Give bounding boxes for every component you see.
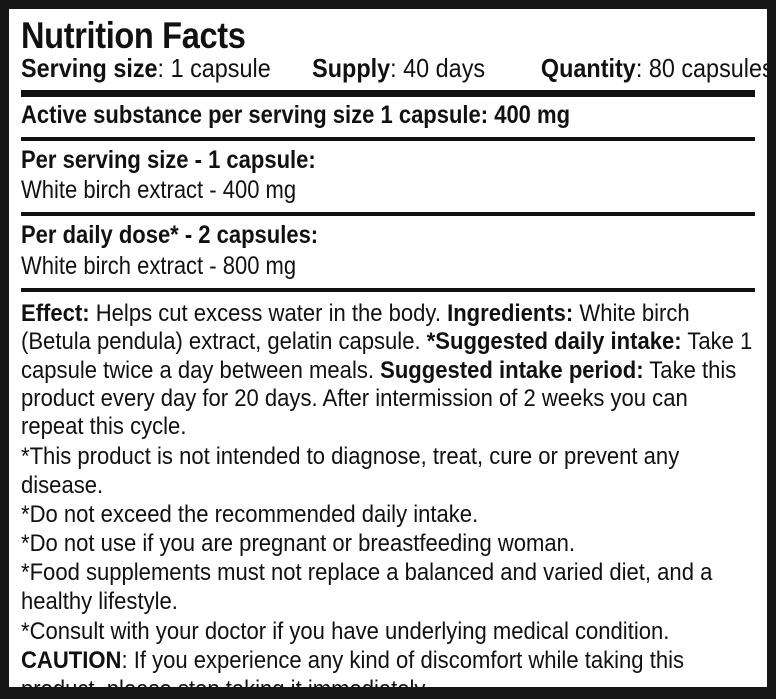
suggested-daily-intake-label: *Suggested daily intake: <box>426 328 682 356</box>
disclaimer-line: *This product is not intended to diagnos… <box>21 442 680 499</box>
header-stats-row: Serving size: 1 capsule Supply: 40 days Qu… <box>21 53 767 86</box>
divider-above-body <box>21 287 755 292</box>
disclaimer-line: *Do not use if you are pregnant or breas… <box>21 530 576 558</box>
ingredients-text: White birch (Betula pendula) extract, ge… <box>21 299 690 356</box>
per-serving-value-row: White birch extract - 400 mg <box>21 175 755 205</box>
per-daily-dose-value-row: White birch extract - 800 mg <box>21 251 755 281</box>
serving-size-label: Serving size <box>21 53 158 83</box>
divider-above-daily-dose <box>21 212 755 217</box>
per-daily-dose-block: Per daily dose* - 2 capsules: White birc… <box>21 220 755 283</box>
divider-under-header <box>21 90 755 97</box>
disclaimer-line: *Food supplements must not replace a bal… <box>21 559 713 616</box>
body-text-section: Effect: Helps cut excess water in the bo… <box>21 296 755 687</box>
per-daily-dose-value: White birch extract - 800 mg <box>21 251 297 280</box>
effect-ingredients-paragraph: Effect: Helps cut excess water in the bo… <box>21 300 755 442</box>
label-content: Nutrition Facts Serving size: 1 capsule S… <box>9 9 767 687</box>
per-serving-heading: Per serving size - 1 capsule: <box>21 145 316 174</box>
disclaimer-line: *Do not exceed the recommended daily int… <box>21 501 479 529</box>
per-daily-dose-heading-row: Per daily dose* - 2 capsules: <box>21 221 755 251</box>
supply-label: Supply <box>312 53 391 83</box>
caution-label: CAUTION <box>21 646 122 674</box>
suggested-intake-period-text: Take this product every day for 20 days.… <box>21 356 737 441</box>
quantity-stat: Quantity: 80 capsules <box>540 53 767 83</box>
page-title: Nutrition Facts <box>21 17 755 54</box>
ingredients-label: Ingredients: <box>447 299 574 327</box>
divider-above-per-serving <box>21 136 755 141</box>
quantity-value: : 80 capsules <box>635 53 767 83</box>
suggested-daily-intake-text: Take 1 capsule twice a day between meals… <box>21 328 753 384</box>
active-substance-text: Active substance per serving size 1 caps… <box>21 101 571 129</box>
effect-label: Effect: <box>21 299 90 327</box>
supply-value: : 40 days <box>390 53 486 83</box>
serving-size-stat: Serving size: 1 capsule <box>21 53 271 83</box>
supply-stat: Supply: 40 days <box>312 53 486 83</box>
effect-text: Helps cut excess water in the body. <box>89 299 448 327</box>
caution-paragraph: CAUTION: If you experience any kind of d… <box>21 646 755 687</box>
serving-size-value: : 1 capsule <box>157 53 271 83</box>
disclaimer-line: *Consult with your doctor if you have un… <box>21 617 670 645</box>
caution-text: : If you experience any kind of discomfo… <box>21 646 685 687</box>
per-serving-heading-row: Per serving size - 1 capsule: <box>21 146 755 176</box>
per-serving-value: White birch extract - 400 mg <box>21 176 297 205</box>
suggested-intake-period-label: Suggested intake period: <box>380 356 644 384</box>
quantity-label: Quantity <box>540 53 636 83</box>
per-daily-dose-heading: Per daily dose* - 2 capsules: <box>21 221 319 250</box>
page-title-text: Nutrition Facts <box>21 15 246 56</box>
per-serving-block: Per serving size - 1 capsule: White birc… <box>21 145 755 208</box>
active-substance-row: Active substance per serving size 1 caps… <box>21 100 755 132</box>
